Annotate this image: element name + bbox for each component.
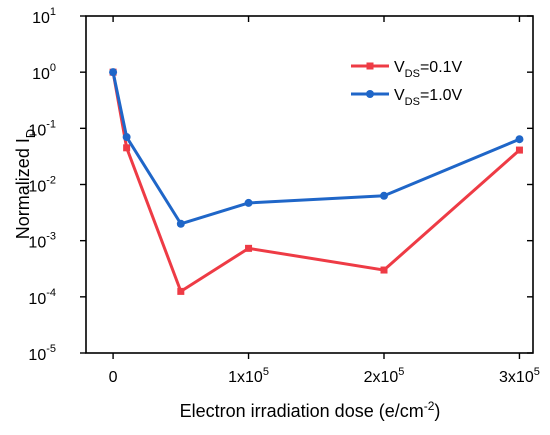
y-tick-label: 10-5 (28, 343, 56, 364)
x-tick-label: 1x105 (228, 366, 269, 386)
legend-marker-vds-1-0 (366, 90, 374, 98)
series-0-point-2 (177, 287, 185, 295)
legend: VDS=0.1V VDS=1.0V (351, 59, 463, 108)
x-tick-label: 2x105 (364, 366, 405, 386)
y-tick-label: 100 (32, 62, 56, 83)
y-tick-label: 10-4 (28, 287, 56, 308)
x-tick-label: 0 (109, 369, 118, 386)
legend-entry-vds-0-1: VDS=0.1V (351, 59, 463, 80)
legend-marker-vds-0-1 (366, 62, 374, 70)
plot-frame (85, 15, 534, 354)
y-tick-label: 10-3 (28, 231, 56, 252)
series-1-point-5 (515, 135, 524, 144)
legend-label-vds-0-1: VDS=0.1V (394, 59, 463, 80)
series-0-point-5 (515, 146, 523, 154)
x-axis-title-sup: -2 (424, 399, 435, 413)
series-layer (109, 68, 524, 295)
series-0-point-4 (380, 266, 388, 274)
series-0-point-3 (245, 244, 253, 252)
series-1-point-3 (244, 198, 253, 207)
series-1-point-1 (122, 133, 131, 142)
y-tick-label: 10-2 (28, 175, 56, 196)
series-0-point-1 (123, 144, 131, 152)
series-1-point-2 (176, 219, 185, 228)
series-1-point-4 (380, 191, 388, 200)
legend-label-vds-1-0: VDS=1.0V (394, 87, 463, 108)
x-axis-title: Electron irradiation dose (e/cm-2) (180, 399, 441, 421)
y-axis-title: Normalized ID (13, 129, 38, 239)
y-tick-label: 10-1 (28, 118, 56, 139)
tick-layer: 0 1x105 2x105 3x105 10-5 10-4 10-3 10-2 10-1 100 1… (28, 6, 539, 386)
x-axis-title-tail: ) (434, 401, 440, 421)
y-tick-label: 101 (32, 6, 56, 27)
series-1-point-0 (109, 68, 118, 77)
legend-entry-vds-1-0: VDS=1.0V (351, 87, 463, 108)
y-axis-title-sub: D (23, 129, 38, 138)
series-line-1 (111, 71, 521, 226)
x-tick-label: 3x105 (499, 366, 540, 386)
